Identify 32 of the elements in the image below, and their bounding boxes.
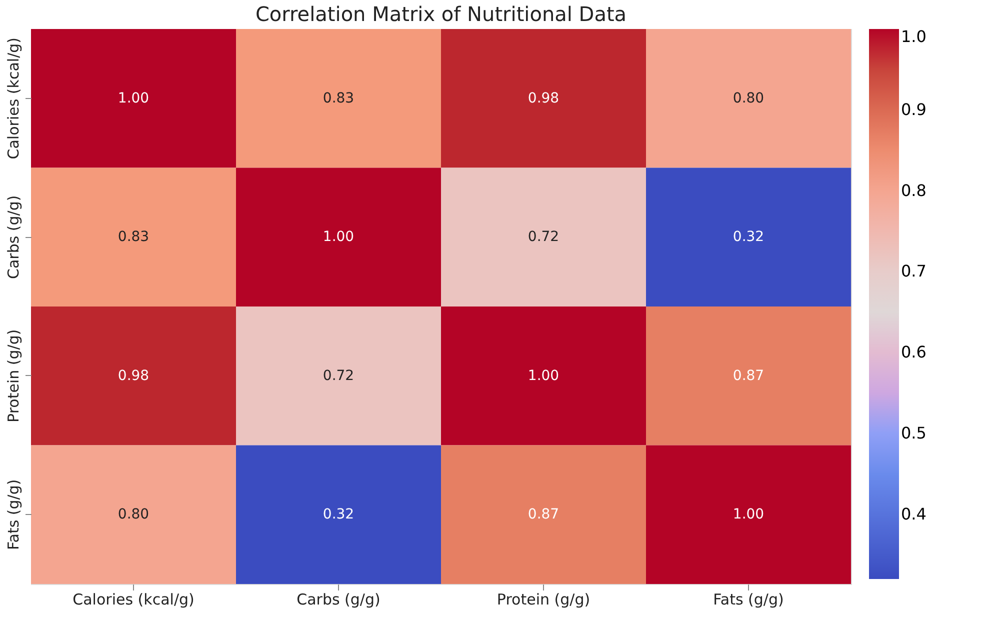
y-tick-label: Carbs (g/g) <box>4 195 22 279</box>
y-tick-label: Calories (kcal/g) <box>4 38 22 160</box>
data-label: 1.00 <box>528 368 560 384</box>
data-label: 0.72 <box>528 229 560 246</box>
color-bar-label: 0.6 <box>901 342 926 362</box>
color-bar-label: 0.8 <box>901 180 926 200</box>
data-label: 0.80 <box>732 90 764 106</box>
data-label: 1.00 <box>322 229 354 246</box>
x-tick-label: Carbs (g/g) <box>296 590 380 608</box>
color-bar-label: 1.0 <box>901 27 926 46</box>
data-label: 0.98 <box>528 90 560 106</box>
data-label: 1.00 <box>732 506 764 523</box>
x-tick-label: Fats (g/g) <box>713 590 784 608</box>
data-label: 0.32 <box>322 506 354 523</box>
data-label: 0.72 <box>322 368 354 384</box>
chart-title: Correlation Matrix of Nutritional Data <box>255 2 627 26</box>
data-label: 0.80 <box>118 506 150 523</box>
x-tick-label: Protein (g/g) <box>496 590 590 608</box>
data-label: 0.87 <box>528 506 560 523</box>
y-tick-label: Fats (g/g) <box>4 479 22 550</box>
data-label: 0.87 <box>732 368 764 384</box>
color-bar-label: 0.4 <box>901 504 926 524</box>
color-bar-label: 0.7 <box>901 262 926 281</box>
data-label: 0.32 <box>732 229 764 246</box>
data-label: 0.98 <box>118 368 150 384</box>
color-bar-label: 0.9 <box>901 100 926 119</box>
y-tick-label: Protein (g/g) <box>4 329 22 422</box>
data-label: 0.83 <box>322 90 354 106</box>
x-tick-label: Calories (kcal/g) <box>72 590 194 608</box>
color-bar-label: 0.5 <box>901 423 926 442</box>
data-label: 0.83 <box>118 229 150 246</box>
data-label: 1.00 <box>118 90 150 106</box>
